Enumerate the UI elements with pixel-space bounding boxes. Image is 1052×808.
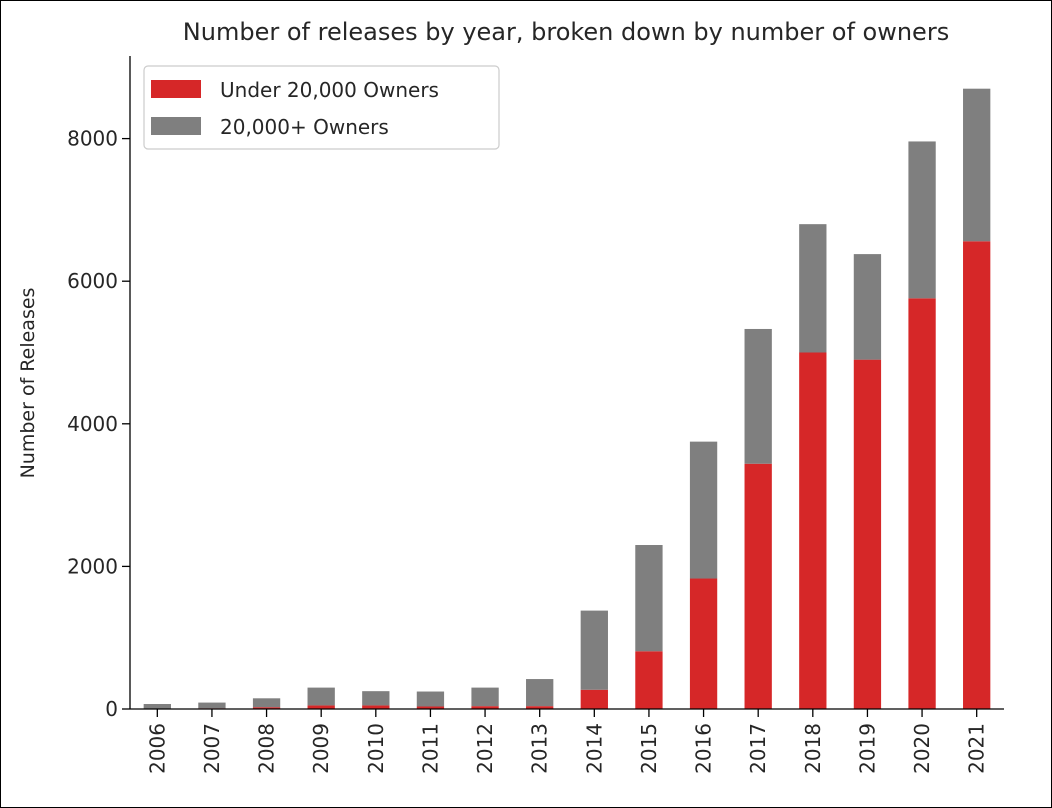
x-ticks-group: 2006 2007 2008 2009 2010 2011 2012 2013 2014 2015… — [145, 709, 989, 774]
bar-under-20000-2015 — [635, 651, 663, 709]
bar-20000-plus-2012 — [471, 687, 499, 707]
x-tick-label: 2006 — [145, 723, 169, 774]
bar-20000-plus-2021 — [963, 88, 991, 242]
y-tick-label: 2000 — [67, 554, 118, 578]
x-tick-label: 2021 — [965, 723, 989, 774]
bar-20000-plus-2014 — [580, 610, 608, 690]
y-tick-label: 0 — [105, 697, 118, 721]
legend-label-20000-plus: 20,000+ Owners — [220, 115, 389, 139]
y-tick-label: 4000 — [67, 412, 118, 436]
y-ticks-group: 0 2000 4000 6000 8000 — [67, 127, 130, 721]
x-tick-label: 2013 — [528, 723, 552, 774]
bar-under-20000-2016 — [689, 578, 718, 709]
legend: Under 20,000 Owners 20,000+ Owners — [143, 65, 500, 150]
bar-20000-plus-2015 — [635, 545, 663, 652]
x-tick-label: 2010 — [364, 723, 388, 774]
bar-under-20000-2020 — [908, 298, 936, 709]
x-tick-label: 2012 — [473, 723, 497, 774]
legend-box — [143, 65, 500, 150]
bar-20000-plus-2008 — [252, 698, 281, 708]
bar-20000-plus-2007 — [198, 702, 226, 709]
x-tick-label: 2009 — [309, 723, 333, 774]
x-tick-label: 2007 — [200, 723, 224, 774]
bar-under-20000-2012 — [471, 706, 499, 709]
bar-under-20000-2010 — [362, 705, 390, 709]
bar-under-20000-2017 — [744, 463, 772, 709]
bar-20000-plus-2010 — [362, 691, 390, 706]
bar-20000-plus-2013 — [526, 679, 554, 707]
legend-swatch-20000-plus — [151, 117, 201, 135]
bar-under-20000-2019 — [853, 359, 882, 709]
bar-under-20000-2009 — [307, 705, 335, 709]
x-tick-label: 2016 — [692, 723, 716, 774]
bar-20000-plus-2017 — [744, 328, 772, 464]
x-tick-label: 2018 — [801, 723, 825, 774]
bar-20000-plus-2019 — [853, 254, 882, 360]
legend-swatch-under-20000 — [151, 80, 201, 98]
x-tick-label: 2020 — [910, 723, 934, 774]
y-tick-label: 6000 — [67, 269, 118, 293]
bar-under-20000-2011 — [416, 706, 445, 709]
bar-under-20000-2014 — [580, 689, 608, 709]
bar-under-20000-2013 — [526, 706, 554, 709]
bars-group — [143, 88, 991, 709]
legend-label-under-20000: Under 20,000 Owners — [220, 78, 439, 102]
chart-title: Number of releases by year, broken down … — [183, 18, 949, 46]
bar-under-20000-2021 — [963, 241, 991, 709]
bar-20000-plus-2006 — [143, 704, 171, 709]
bar-under-20000-2008 — [252, 707, 281, 709]
bar-20000-plus-2020 — [908, 141, 936, 299]
bar-20000-plus-2011 — [416, 691, 445, 707]
x-tick-label: 2008 — [255, 723, 279, 774]
bar-20000-plus-2016 — [689, 441, 718, 579]
x-tick-label: 2014 — [582, 723, 606, 774]
x-tick-label: 2011 — [418, 723, 442, 774]
bar-20000-plus-2018 — [799, 224, 827, 353]
x-tick-label: 2019 — [855, 723, 879, 774]
y-axis-label: Number of Releases — [17, 288, 39, 479]
x-tick-label: 2015 — [637, 723, 661, 774]
bar-20000-plus-2009 — [307, 687, 335, 706]
bar-under-20000-2018 — [799, 352, 827, 709]
x-tick-label: 2017 — [746, 723, 770, 774]
y-tick-label: 8000 — [67, 127, 118, 151]
